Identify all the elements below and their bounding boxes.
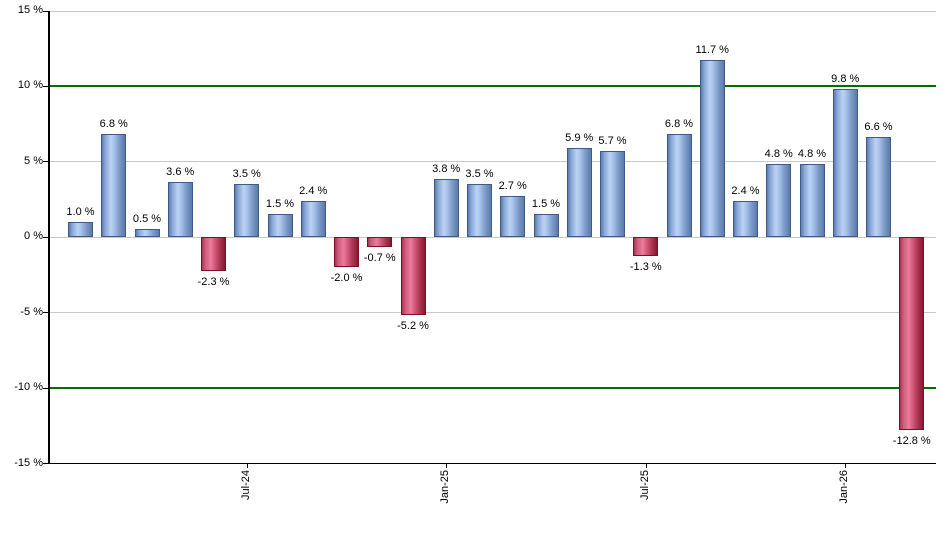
threshold-line: [48, 85, 936, 88]
bar-value-label: 5.9 %: [565, 131, 594, 144]
x-axis-tick: [246, 463, 248, 468]
bar-value-label: 2.7 %: [498, 180, 527, 193]
bar-value-label: 3.6 %: [166, 166, 195, 179]
bar-value-label: 3.5 %: [465, 167, 494, 180]
bar: [832, 88, 858, 237]
bar-value-label: 11.7 %: [695, 44, 729, 57]
bar: [500, 196, 526, 237]
bar: [134, 229, 160, 237]
bar: [866, 137, 891, 237]
bar-value-label: 0.5 %: [132, 213, 162, 226]
gridline: [48, 312, 936, 314]
bar-value-label: -1.3 %: [629, 261, 662, 274]
x-axis-tick: [446, 463, 448, 468]
y-axis-tick: [43, 10, 48, 12]
y-axis-tick: [43, 236, 48, 238]
bar-value-label: 2.4 %: [299, 184, 328, 197]
bar: [300, 200, 326, 237]
y-axis-tick: [43, 387, 48, 389]
bar-value-label: -12.8 %: [892, 434, 931, 447]
x-axis-line: [48, 462, 936, 464]
bar: [267, 214, 293, 237]
bar: [467, 183, 492, 237]
bar-value-label: -2.3 %: [197, 276, 230, 289]
y-tick-label: 0 %: [24, 230, 43, 243]
bar: [633, 236, 659, 257]
bar: [533, 214, 559, 237]
bar: [234, 183, 260, 237]
bar-value-label: -5.2 %: [397, 320, 429, 333]
threshold-line: [48, 387, 936, 390]
bar-value-label: 4.8 %: [764, 148, 793, 161]
bar: [600, 150, 625, 237]
bar: [666, 134, 692, 237]
bar-value-label: 6.6 %: [864, 121, 893, 134]
bar: [68, 221, 93, 237]
gridline: [48, 161, 936, 163]
y-tick-label: 15 %: [17, 4, 43, 16]
bar-value-label: 9.8 %: [831, 72, 860, 85]
bar: [400, 236, 426, 316]
x-tick-label: Jul-24: [239, 470, 252, 500]
y-tick-label: 10 %: [17, 79, 43, 92]
bar: [101, 134, 127, 237]
x-tick-label: Jan-26: [838, 470, 851, 504]
x-axis-tick: [645, 463, 647, 468]
y-axis-tick: [43, 161, 48, 163]
y-tick-label: 5 %: [24, 154, 43, 167]
bar-value-label: 6.8 %: [99, 118, 128, 131]
y-tick-label: -10 %: [14, 381, 43, 394]
bar: [167, 182, 193, 237]
bar-value-label: 3.8 %: [432, 163, 461, 176]
y-axis-tick: [43, 85, 48, 87]
y-axis-tick: [43, 463, 48, 464]
bar: [433, 179, 459, 237]
bar-value-label: 3.5 %: [232, 167, 261, 180]
bar: [699, 60, 725, 237]
bar-value-label: -0.7 %: [363, 252, 396, 265]
gridline: [48, 10, 936, 12]
bar-value-label: 1.5 %: [531, 198, 561, 211]
bar: [566, 147, 592, 237]
y-tick-label: -15 %: [14, 456, 43, 469]
bar: [201, 236, 226, 272]
y-axis-line: [48, 10, 50, 464]
bar-value-label: 6.8 %: [664, 118, 694, 131]
bar: [766, 164, 792, 237]
bar-value-label: 1.0 %: [66, 205, 95, 218]
y-tick-label: -5 %: [20, 305, 43, 318]
bar-value-label: 4.8 %: [797, 148, 827, 161]
bar: [334, 236, 359, 267]
x-tick-label: Jan-25: [439, 470, 452, 504]
bar: [899, 236, 925, 430]
x-axis-tick: [845, 463, 847, 468]
bar: [733, 200, 758, 237]
bar-value-label: 1.5 %: [265, 198, 295, 211]
bar-value-label: 2.4 %: [731, 184, 760, 197]
bar-value-label: 5.7 %: [598, 134, 627, 147]
gridline: [48, 236, 936, 238]
y-axis-tick: [43, 312, 48, 314]
x-tick-label: Jul-25: [638, 470, 651, 500]
bar: [799, 164, 825, 237]
bar-value-label: -2.0 %: [330, 271, 363, 284]
bar: [367, 236, 393, 248]
